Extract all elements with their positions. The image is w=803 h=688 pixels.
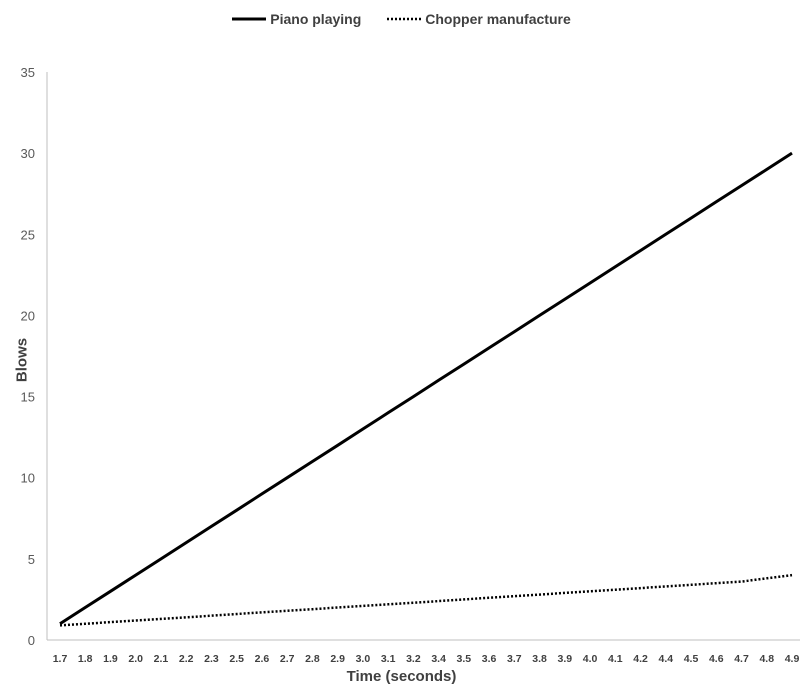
x-tick-label: 4.5 <box>684 653 699 665</box>
x-tick-label: 1.8 <box>78 653 93 665</box>
x-tick-label: 3.5 <box>457 653 472 665</box>
y-tick-label: 35 <box>21 65 35 80</box>
y-tick-label: 0 <box>28 633 35 648</box>
x-tick-label: 3.0 <box>356 653 371 665</box>
x-tick-label: 2.7 <box>280 653 295 665</box>
x-tick-label: 2.3 <box>204 653 219 665</box>
x-tick-label: 1.7 <box>53 653 68 665</box>
x-tick-label: 3.4 <box>431 653 446 665</box>
series-group <box>59 151 793 627</box>
x-tick-label: 2.8 <box>305 653 320 665</box>
x-tick-label: 2.1 <box>154 653 169 665</box>
x-tick-label: 3.6 <box>482 653 497 665</box>
y-tick-label: 20 <box>21 308 35 323</box>
series-line-chopper-manufacture <box>59 573 793 627</box>
y-tick-label: 10 <box>21 471 35 486</box>
x-tick-label: 4.6 <box>709 653 724 665</box>
x-tick-label: 2.0 <box>128 653 143 665</box>
legend-label-chopper: Chopper manufacture <box>425 11 571 27</box>
x-tick-label: 3.8 <box>532 653 547 665</box>
x-tick-label: 4.7 <box>734 653 749 665</box>
legend-item-piano: Piano playing <box>232 11 361 27</box>
series-line-piano-playing <box>59 151 793 626</box>
y-tick-label: 5 <box>28 552 35 567</box>
y-axis-ticks: 0 5 10 15 20 25 30 35 <box>21 65 35 648</box>
x-tick-label: 3.9 <box>558 653 573 665</box>
y-tick-label: 15 <box>21 390 35 405</box>
y-tick-label: 30 <box>21 146 35 161</box>
legend-swatch-dotted <box>387 17 422 21</box>
legend-label-piano: Piano playing <box>270 11 362 27</box>
x-tick-label: 4.1 <box>608 653 623 665</box>
legend: Piano playing Chopper manufacture <box>0 9 803 29</box>
x-tick-label: 4.8 <box>759 653 774 665</box>
y-axis-title: Blows <box>13 337 31 383</box>
x-axis-ticks: 1.7 1.8 1.9 2.0 2.1 2.2 2.3 2.5 2.6 2.7 2.8 2.9 3.0 3… <box>53 653 800 665</box>
x-tick-label: 4.0 <box>583 653 598 665</box>
x-tick-label: 1.9 <box>103 653 118 665</box>
legend-swatch-solid <box>232 17 267 21</box>
x-tick-label: 4.2 <box>633 653 648 665</box>
x-tick-label: 3.2 <box>406 653 421 665</box>
x-tick-label: 4.9 <box>785 653 800 665</box>
x-tick-label: 2.6 <box>255 653 270 665</box>
x-tick-label: 4.4 <box>658 653 673 665</box>
x-tick-label: 2.9 <box>330 653 345 665</box>
x-tick-label: 3.7 <box>507 653 522 665</box>
x-tick-label: 2.2 <box>179 653 194 665</box>
x-axis-title: Time (seconds) <box>346 668 457 685</box>
y-tick-label: 25 <box>21 227 35 242</box>
x-tick-label: 2.5 <box>229 653 244 665</box>
x-tick-label: 3.1 <box>381 653 396 665</box>
legend-item-chopper: Chopper manufacture <box>387 11 571 27</box>
